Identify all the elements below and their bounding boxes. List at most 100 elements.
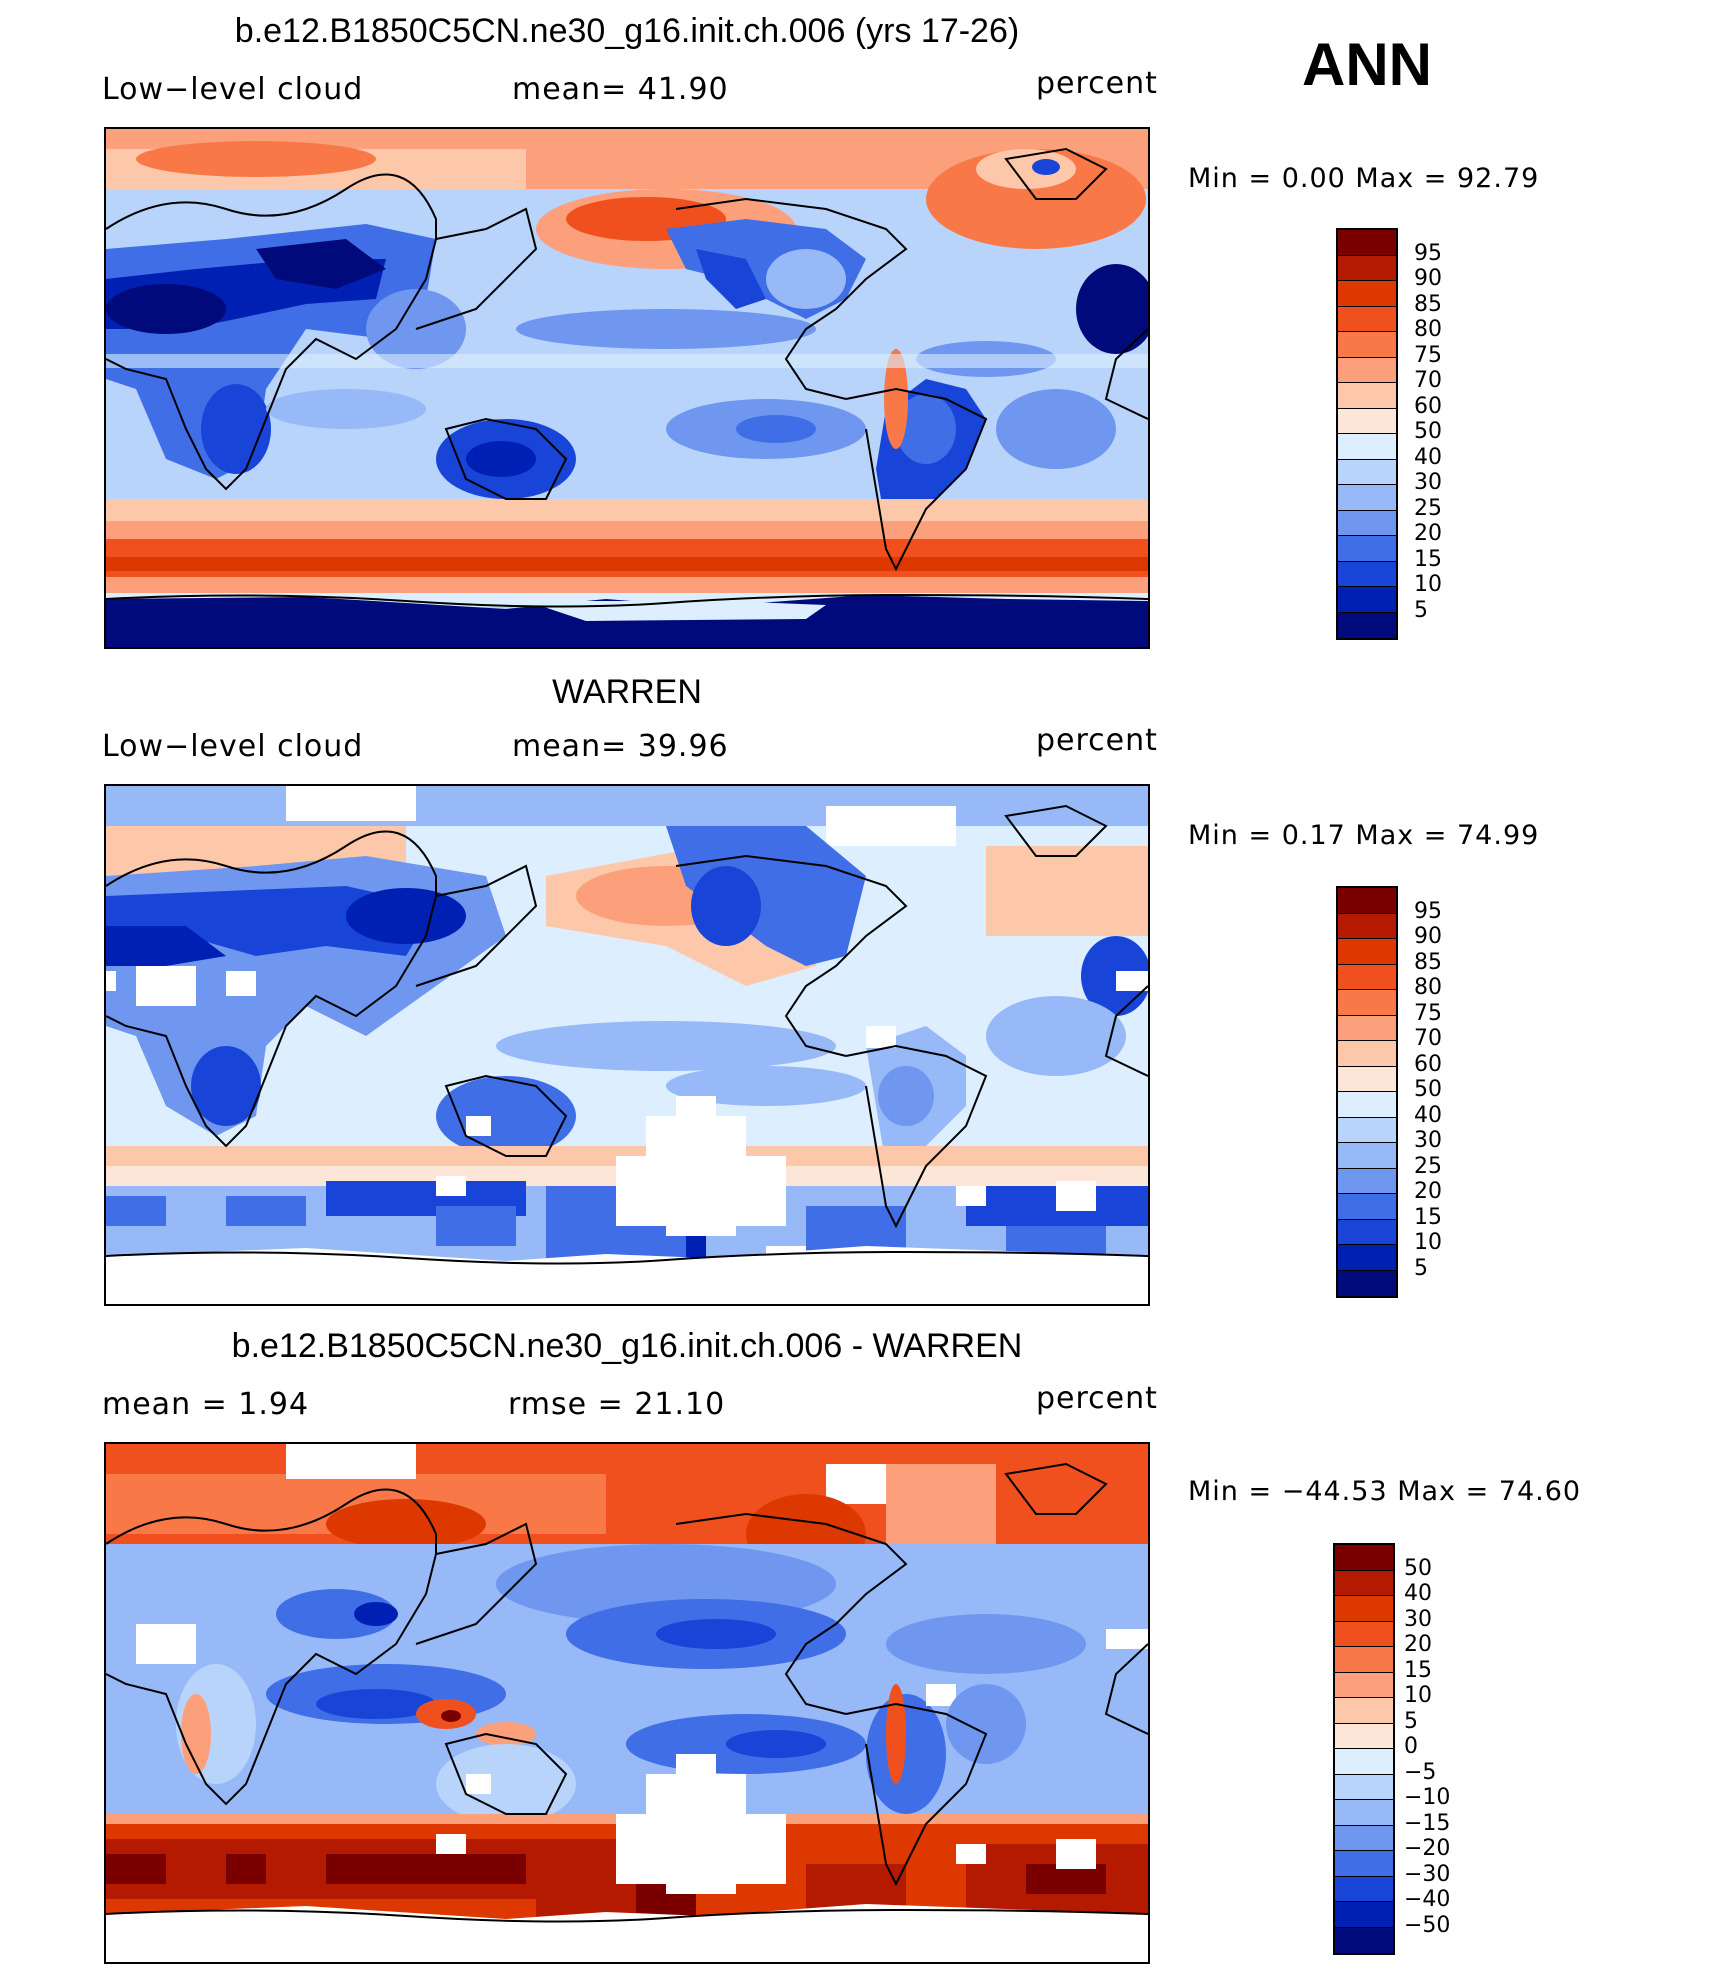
colorbar-tick-label: 25 bbox=[1414, 1153, 1442, 1179]
colorbar-tick-label: 70 bbox=[1414, 368, 1442, 393]
colorbar-tick-label: 15 bbox=[1404, 1657, 1432, 1683]
colorbar-tick-label: 50 bbox=[1414, 419, 1442, 444]
colorbar-tick-label: 15 bbox=[1414, 1204, 1442, 1230]
colorbar-segment bbox=[1338, 939, 1396, 965]
colorbar-tick-label: 20 bbox=[1404, 1632, 1432, 1657]
panel-1-colorbar-ticks: 95 90 85 80 75 70 60 50 40 30 25 20 15 10 5 bbox=[1414, 228, 1474, 640]
colorbar-tick-label: 5 bbox=[1404, 1708, 1418, 1734]
colorbar-tick-label: 70 bbox=[1414, 1026, 1442, 1051]
colorbar-segment bbox=[1338, 536, 1396, 562]
colorbar-tick-label: 90 bbox=[1414, 266, 1442, 291]
colorbar-segment bbox=[1335, 1876, 1393, 1902]
panel-3-colorbar bbox=[1333, 1543, 1395, 1955]
panel-1-units: percent bbox=[1036, 66, 1158, 101]
colorbar-segment bbox=[1338, 1270, 1396, 1296]
colorbar-segment bbox=[1338, 1219, 1396, 1245]
colorbar-tick-label: 5 bbox=[1414, 1255, 1428, 1281]
colorbar-segment bbox=[1335, 1647, 1393, 1673]
colorbar-tick-label: −50 bbox=[1404, 1912, 1451, 1938]
colorbar-segment bbox=[1338, 434, 1396, 460]
colorbar-segment bbox=[1338, 408, 1396, 434]
colorbar-segment bbox=[1338, 510, 1396, 536]
colorbar-tick-label: 5 bbox=[1414, 597, 1428, 623]
colorbar-tick-label: 0 bbox=[1404, 1734, 1418, 1759]
colorbar-segment bbox=[1338, 587, 1396, 613]
panel-3-rmse-label: rmse = 21.10 bbox=[508, 1387, 726, 1422]
colorbar-tick-label: 50 bbox=[1414, 1077, 1442, 1102]
colorbar-segment bbox=[1338, 990, 1396, 1016]
panel-2-variable-label: Low−level cloud bbox=[102, 729, 364, 764]
colorbar-segment bbox=[1335, 1774, 1393, 1800]
colorbar-tick-label: 10 bbox=[1404, 1683, 1432, 1708]
colorbar-tick-label: 30 bbox=[1414, 1128, 1442, 1153]
colorbar-tick-label: 30 bbox=[1404, 1606, 1432, 1632]
colorbar-segment bbox=[1335, 1825, 1393, 1851]
colorbar-segment bbox=[1338, 332, 1396, 358]
colorbar-tick-label: −10 bbox=[1404, 1785, 1451, 1810]
colorbar-segment bbox=[1338, 1066, 1396, 1092]
colorbar-segment bbox=[1338, 913, 1396, 939]
colorbar-segment bbox=[1338, 485, 1396, 511]
colorbar-segment bbox=[1335, 1723, 1393, 1749]
colorbar-segment bbox=[1335, 1596, 1393, 1622]
colorbar-segment bbox=[1335, 1672, 1393, 1698]
colorbar-tick-label: 75 bbox=[1414, 1000, 1442, 1026]
colorbar-tick-label: 80 bbox=[1414, 317, 1442, 342]
colorbar-tick-label: 85 bbox=[1414, 949, 1442, 975]
colorbar-segment bbox=[1338, 1245, 1396, 1271]
panel-2-map bbox=[104, 784, 1150, 1306]
panel-1-mean-label: mean= 41.90 bbox=[512, 72, 729, 107]
colorbar-segment bbox=[1338, 357, 1396, 383]
colorbar-segment bbox=[1338, 561, 1396, 587]
colorbar-segment bbox=[1335, 1570, 1393, 1596]
colorbar-tick-label: 90 bbox=[1414, 924, 1442, 949]
panel-2-minmax: Min = 0.17 Max = 74.99 bbox=[1188, 820, 1540, 851]
colorbar-segment bbox=[1338, 1168, 1396, 1194]
colorbar-tick-label: 75 bbox=[1414, 342, 1442, 368]
colorbar-segment bbox=[1338, 255, 1396, 281]
colorbar-segment bbox=[1338, 1015, 1396, 1041]
colorbar-tick-label: 60 bbox=[1414, 393, 1442, 419]
panel-2-units: percent bbox=[1036, 723, 1158, 758]
colorbar-tick-label: 95 bbox=[1414, 240, 1442, 266]
panel-3-title: b.e12.B1850C5CN.ne30_g16.init.ch.006 - W… bbox=[231, 1327, 1023, 1365]
colorbar-segment bbox=[1338, 964, 1396, 990]
colorbar-tick-label: 10 bbox=[1414, 1230, 1442, 1255]
panel-1-title: b.e12.B1850C5CN.ne30_g16.init.ch.006 (yr… bbox=[234, 12, 1020, 50]
panel-1-variable-label: Low−level cloud bbox=[102, 72, 364, 107]
panel-2-colorbar bbox=[1336, 886, 1398, 1298]
colorbar-segment bbox=[1338, 230, 1396, 256]
colorbar-tick-label: −40 bbox=[1404, 1887, 1451, 1912]
colorbar-segment bbox=[1335, 1545, 1393, 1571]
panel-2-mean-label: mean= 39.96 bbox=[512, 729, 729, 764]
panel-3-units: percent bbox=[1036, 1381, 1158, 1416]
panel-3-mean-label: mean = 1.94 bbox=[102, 1387, 310, 1422]
panel-2-title: WARREN bbox=[552, 673, 702, 711]
colorbar-tick-label: 40 bbox=[1404, 1581, 1432, 1606]
panel-1-colorbar bbox=[1336, 228, 1398, 640]
colorbar-segment bbox=[1335, 1621, 1393, 1647]
colorbar-segment bbox=[1338, 888, 1396, 914]
colorbar-tick-label: −20 bbox=[1404, 1836, 1451, 1861]
colorbar-segment bbox=[1338, 1041, 1396, 1067]
colorbar-tick-label: 30 bbox=[1414, 470, 1442, 495]
panel-3-colorbar-ticks: 50 40 30 20 15 10 5 0 −5 −10 −15 −20 −30 −40 −50 bbox=[1404, 1543, 1474, 1955]
colorbar-segment bbox=[1338, 1117, 1396, 1143]
colorbar-tick-label: 25 bbox=[1414, 495, 1442, 521]
colorbar-segment bbox=[1335, 1851, 1393, 1877]
panel-3-map bbox=[104, 1442, 1150, 1964]
season-label: ANN bbox=[1302, 31, 1432, 98]
colorbar-tick-label: 40 bbox=[1414, 1102, 1442, 1128]
panel-3-minmax: Min = −44.53 Max = 74.60 bbox=[1188, 1476, 1582, 1507]
colorbar-segment bbox=[1338, 1143, 1396, 1169]
colorbar-tick-label: −15 bbox=[1404, 1810, 1451, 1836]
colorbar-tick-label: −30 bbox=[1404, 1861, 1451, 1887]
colorbar-segment bbox=[1338, 612, 1396, 638]
colorbar-segment bbox=[1338, 459, 1396, 485]
colorbar-tick-label: 15 bbox=[1414, 546, 1442, 572]
panel-1-map bbox=[104, 127, 1150, 649]
colorbar-tick-label: 80 bbox=[1414, 975, 1442, 1000]
colorbar-segment bbox=[1338, 281, 1396, 307]
colorbar-tick-label: 20 bbox=[1414, 521, 1442, 546]
colorbar-tick-label: 50 bbox=[1404, 1555, 1432, 1581]
